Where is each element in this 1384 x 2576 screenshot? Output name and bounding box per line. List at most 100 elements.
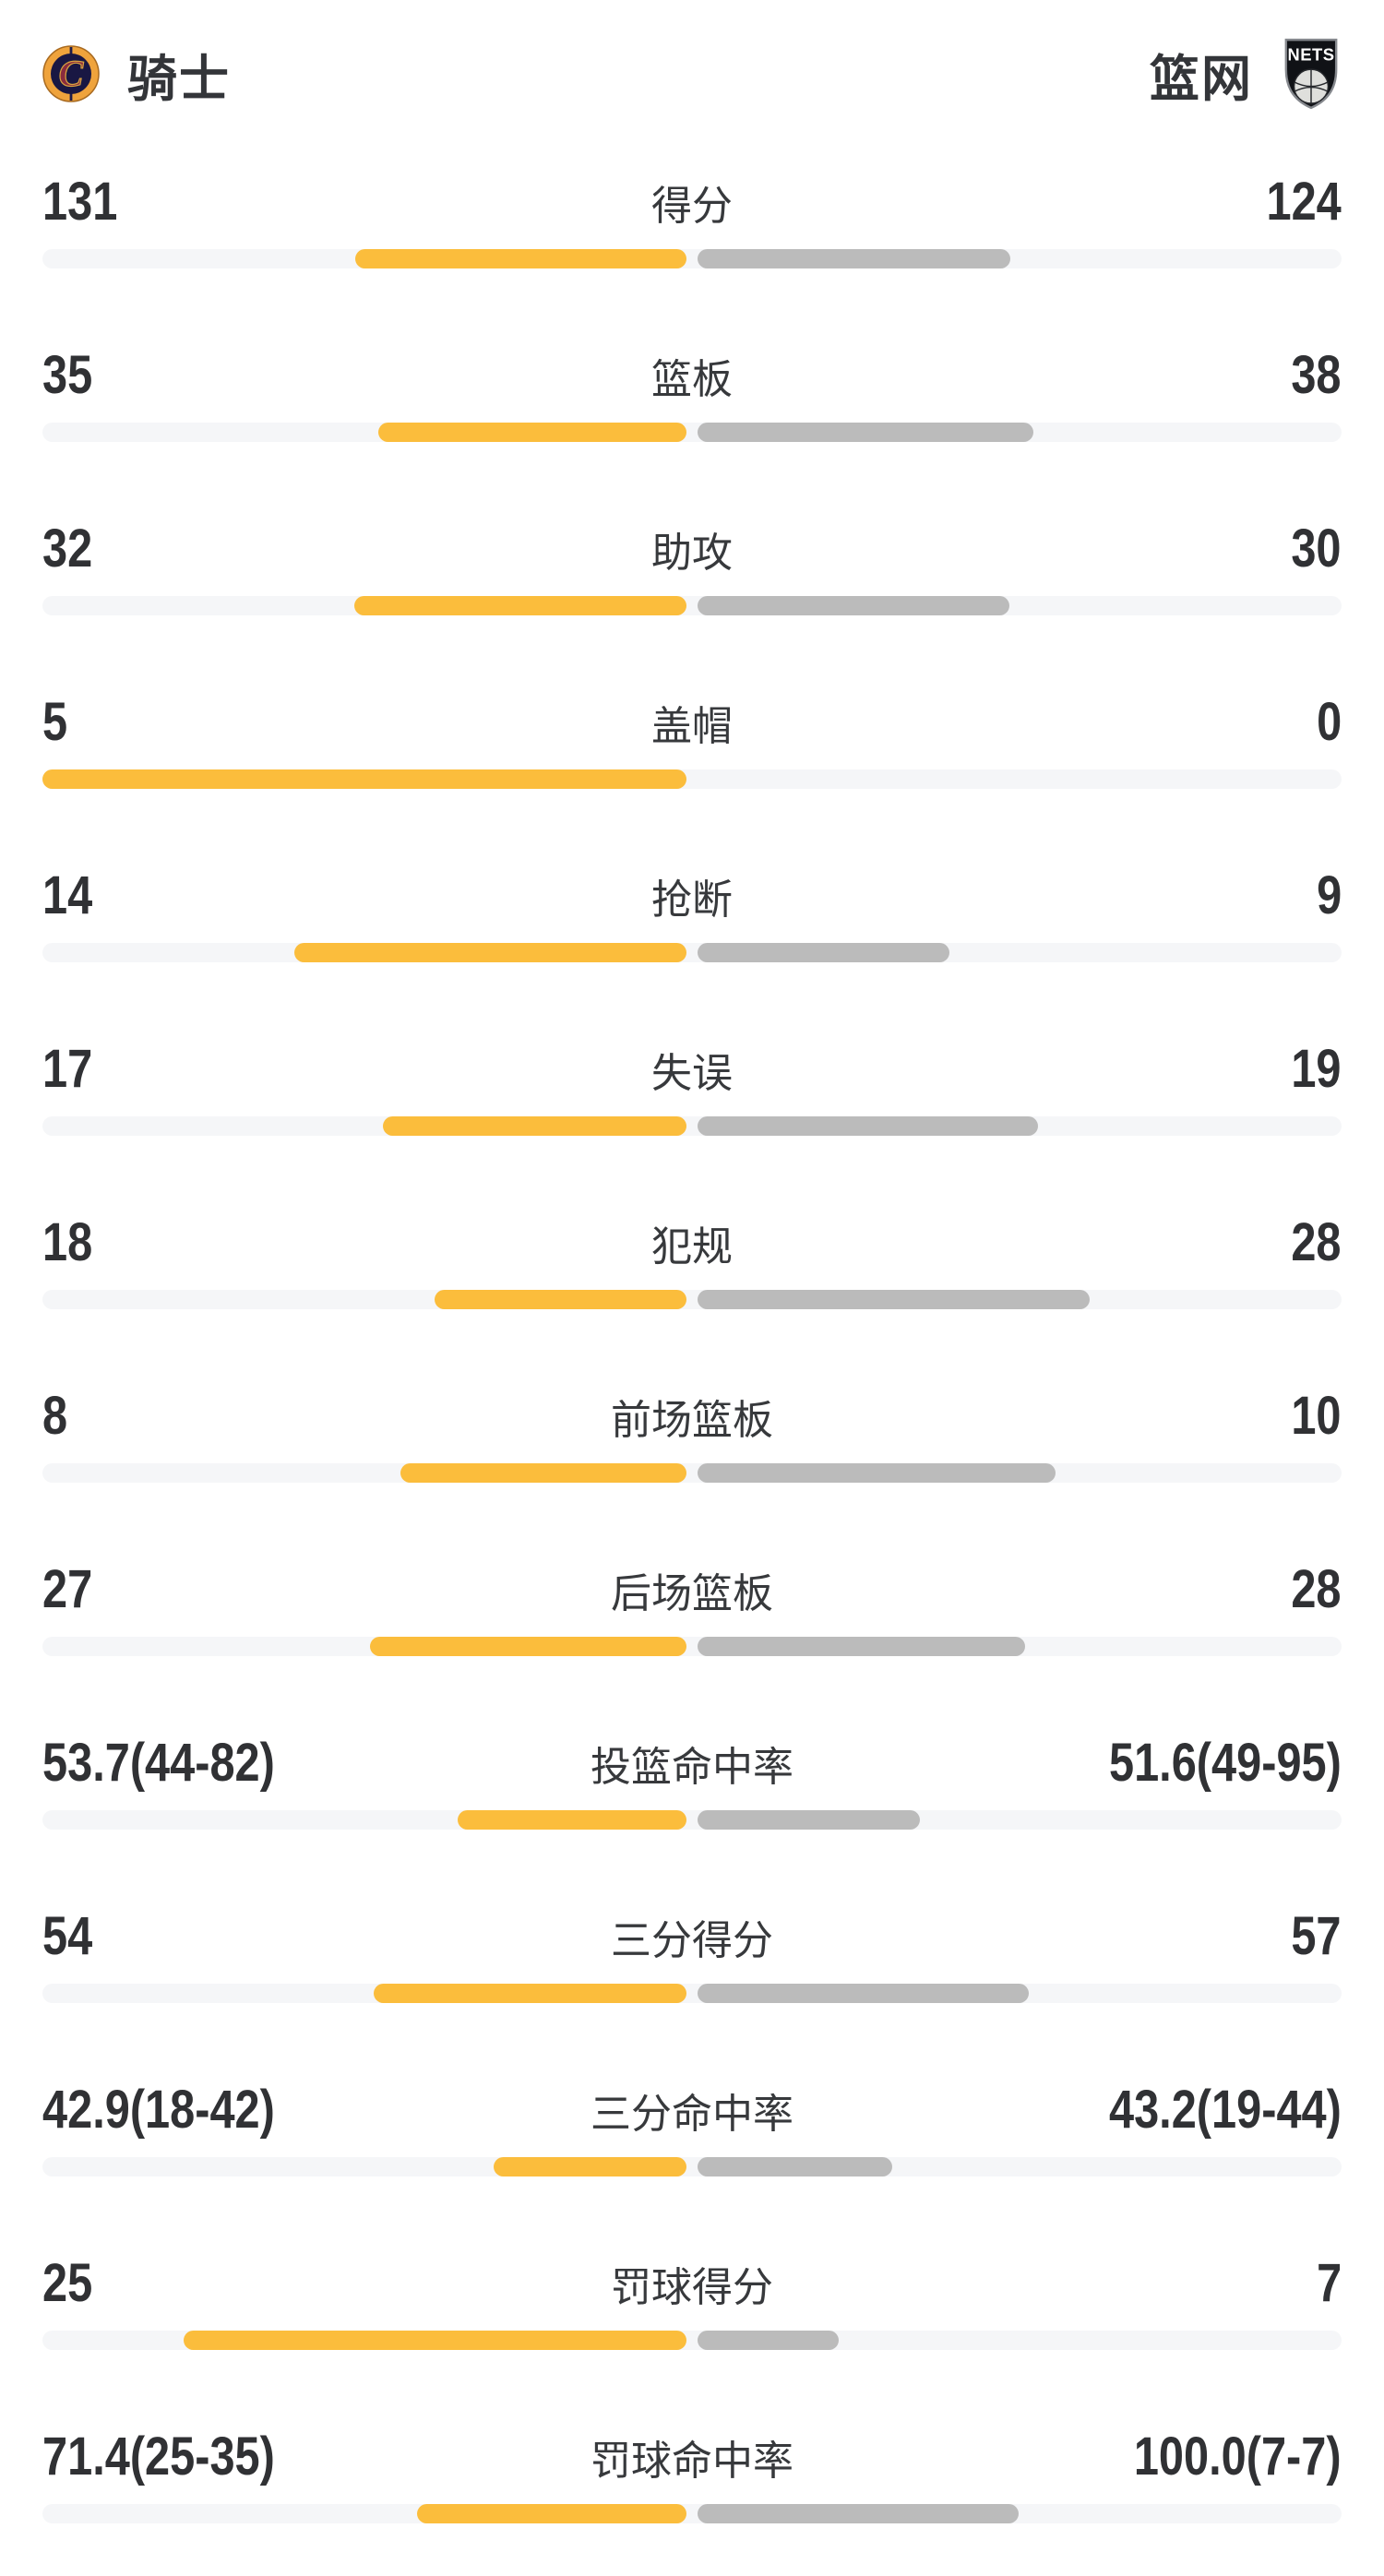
away-stat-bar: [698, 2157, 892, 2176]
stat-bar-track: [42, 2331, 1342, 2350]
stat-label: 助攻: [651, 531, 733, 576]
home-stat-value: 17: [42, 1039, 93, 1099]
away-team-name: 篮网: [1150, 51, 1253, 107]
stat-row: 17 失误 19: [0, 1041, 1384, 1188]
away-stat-bar: [698, 2504, 1019, 2523]
stats-comparison-list: 131 得分 124 35 篮板 38 32 助攻 30: [0, 173, 1384, 2576]
stat-label: 抢断: [651, 877, 733, 923]
stat-label: 三分命中率: [591, 2092, 793, 2137]
stat-row: 27 后场篮板 28: [0, 1561, 1384, 1709]
home-stat-bar: [417, 2504, 686, 2523]
home-stat-bar: [42, 769, 686, 789]
stat-label: 三分得分: [611, 1918, 773, 1963]
home-stat-bar: [435, 1290, 686, 1309]
stat-label: 篮板: [651, 357, 733, 402]
home-stat-bar: [378, 423, 686, 442]
stat-bar-track: [42, 1810, 1342, 1830]
stat-row: 5 盖帽 0: [0, 694, 1384, 841]
stat-bar-track: [42, 423, 1342, 442]
home-stat-value: 18: [42, 1212, 93, 1272]
home-stat-bar: [383, 1116, 686, 1136]
home-stat-bar: [355, 249, 686, 268]
home-stat-value: 131: [42, 172, 118, 232]
stat-bar-track: [42, 1463, 1342, 1483]
stat-bar-track: [42, 1637, 1342, 1656]
home-stat-bar: [370, 1637, 686, 1656]
stat-label: 盖帽: [651, 704, 733, 749]
away-stat-value: 10: [1291, 1386, 1342, 1446]
away-stat-bar: [698, 1290, 1090, 1309]
home-stat-value: 42.9(18-42): [42, 2080, 275, 2140]
stat-row: 35 篮板 38: [0, 347, 1384, 495]
stat-row: 14 抢断 9: [0, 867, 1384, 1015]
home-team: C 骑士: [42, 38, 231, 111]
stat-bar-track: [42, 1984, 1342, 2003]
away-stat-value: 19: [1291, 1039, 1342, 1099]
nets-logo-icon: NETS: [1284, 38, 1338, 110]
stat-row: 8 前场篮板 10: [0, 1388, 1384, 1535]
away-team: 篮网 NETS: [1150, 37, 1342, 111]
away-stat-bar: [698, 1116, 1038, 1136]
away-stat-value: 28: [1291, 1212, 1342, 1272]
home-stat-bar: [458, 1810, 686, 1830]
away-stat-value: 51.6(49-95): [1109, 1733, 1342, 1793]
nets-logo-wordmark: NETS: [1287, 44, 1334, 64]
stat-row: 25 罚球得分 7: [0, 2255, 1384, 2403]
stat-label: 得分: [651, 184, 733, 229]
stat-bar-track: [42, 2504, 1342, 2523]
stat-label: 投篮命中率: [591, 1745, 793, 1790]
away-stat-bar: [698, 2331, 839, 2350]
away-stat-value: 100.0(7-7): [1134, 2427, 1342, 2487]
home-stat-value: 35: [42, 345, 93, 405]
away-stat-value: 38: [1291, 345, 1342, 405]
away-stat-value: 7: [1316, 2253, 1342, 2313]
home-stat-value: 25: [42, 2253, 93, 2313]
away-stat-value: 124: [1266, 172, 1342, 232]
home-team-name: 骑士: [127, 51, 231, 107]
away-stat-bar: [698, 943, 949, 962]
stat-row: 18 犯规 28: [0, 1214, 1384, 1362]
home-stat-value: 71.4(25-35): [42, 2427, 275, 2487]
stat-row: 53.7(44-82) 投篮命中率 51.6(49-95): [0, 1735, 1384, 1882]
away-stat-bar: [698, 1463, 1056, 1483]
away-stat-value: 9: [1316, 865, 1342, 925]
stat-row: 32 助攻 30: [0, 520, 1384, 668]
stat-row: 71.4(25-35) 罚球命中率 100.0(7-7): [0, 2428, 1384, 2576]
stat-label: 前场篮板: [611, 1398, 773, 1443]
home-stat-bar: [494, 2157, 686, 2176]
away-stat-bar: [698, 1810, 920, 1830]
home-stat-bar: [354, 596, 686, 615]
home-stat-bar: [374, 1984, 686, 2003]
stat-label: 失误: [651, 1051, 733, 1096]
home-stat-bar: [294, 943, 686, 962]
stat-bar-track: [42, 769, 1342, 789]
cavaliers-logo-icon: C: [42, 45, 100, 102]
home-stat-bar: [400, 1463, 686, 1483]
stat-row: 131 得分 124: [0, 173, 1384, 321]
cavaliers-logo-letter: C: [59, 53, 85, 94]
away-stat-value: 43.2(19-44): [1109, 2080, 1342, 2140]
away-stat-bar: [698, 249, 1010, 268]
stat-bar-track: [42, 1290, 1342, 1309]
stat-bar-track: [42, 249, 1342, 268]
stat-label: 罚球得分: [611, 2265, 773, 2310]
away-stat-bar: [698, 596, 1009, 615]
scoreboard-header: C 骑士 篮网 NETS: [0, 0, 1384, 148]
stat-label: 后场篮板: [611, 1571, 773, 1616]
stat-bar-track: [42, 943, 1342, 962]
stat-bar-track: [42, 596, 1342, 615]
away-stat-value: 57: [1291, 1906, 1342, 1966]
home-stat-value: 53.7(44-82): [42, 1733, 275, 1793]
stat-label: 犯规: [651, 1224, 733, 1270]
home-stat-bar: [184, 2331, 686, 2350]
home-stat-value: 54: [42, 1906, 93, 1966]
stat-row: 42.9(18-42) 三分命中率 43.2(19-44): [0, 2081, 1384, 2229]
away-stat-bar: [698, 423, 1033, 442]
home-stat-value: 5: [42, 692, 68, 752]
home-stat-value: 27: [42, 1559, 93, 1619]
stat-bar-track: [42, 1116, 1342, 1136]
stat-row: 54 三分得分 57: [0, 1908, 1384, 2056]
away-stat-value: 0: [1316, 692, 1342, 752]
home-stat-value: 32: [42, 519, 93, 578]
home-stat-value: 8: [42, 1386, 68, 1446]
